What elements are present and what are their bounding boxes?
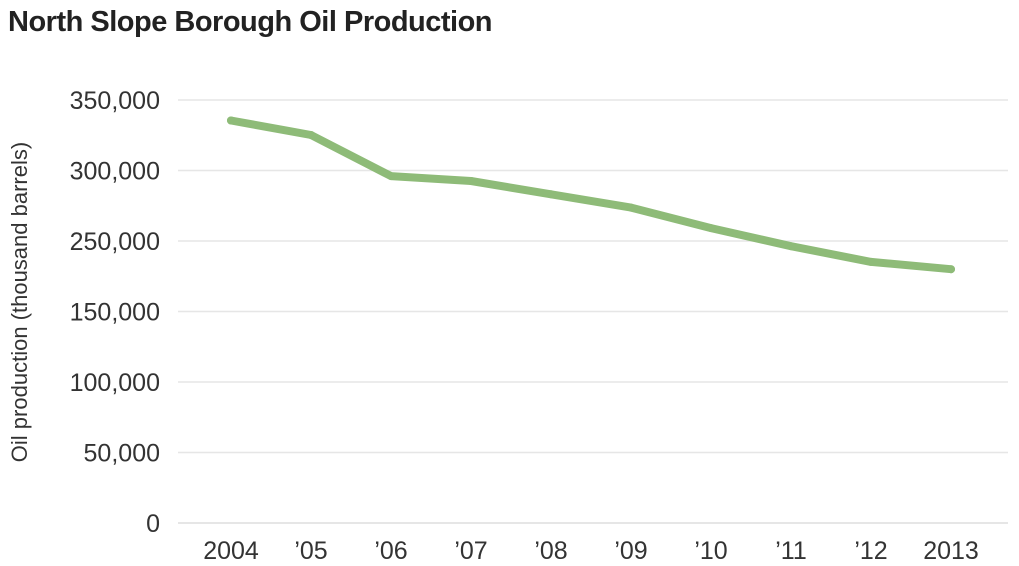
x-tick-label: ’11 (775, 537, 807, 565)
data-point (707, 224, 715, 233)
data-point (787, 242, 795, 251)
x-tick-label: ’07 (454, 537, 487, 565)
data-point (387, 172, 395, 181)
data-point (227, 116, 235, 125)
data-point (947, 265, 955, 274)
data-point (307, 131, 315, 139)
data-point (547, 190, 555, 199)
data-point (627, 203, 635, 212)
x-axis-ticks: 2004 ’05 ’06 ’07 ’08 ’09 ’10 ’11 ’12 2013 (203, 537, 979, 565)
y-axis-ticks: 350,000 300,000 250,000 150,000 100,000 50,00… (70, 87, 160, 538)
chart-title: North Slope Borough Oil Production (8, 6, 493, 38)
data-point (867, 257, 875, 266)
x-tick-label: ’12 (854, 537, 887, 565)
x-tick-label: 2004 (203, 537, 259, 565)
series-layer (227, 116, 955, 274)
x-tick-label: ’06 (374, 537, 407, 565)
x-tick-label: 2013 (923, 537, 979, 565)
x-tick-label: ’05 (294, 537, 327, 565)
y-tick-label: 250,000 (70, 228, 160, 256)
y-tick-label: 350,000 (70, 87, 160, 115)
y-tick-label: 300,000 (70, 158, 160, 186)
x-tick-label: ’10 (694, 537, 727, 565)
x-tick-label: ’09 (614, 537, 647, 565)
y-tick-label: 100,000 (70, 369, 160, 397)
y-tick-label: 50,000 (84, 440, 160, 468)
y-tick-label: 150,000 (70, 299, 160, 327)
data-point (467, 177, 475, 185)
y-axis-title: Oil production (thousand barrels) (7, 142, 32, 462)
x-tick-label: ’08 (534, 537, 567, 565)
y-tick-label: 0 (146, 510, 160, 538)
series-line (227, 116, 955, 274)
gridlines (178, 99, 1008, 524)
